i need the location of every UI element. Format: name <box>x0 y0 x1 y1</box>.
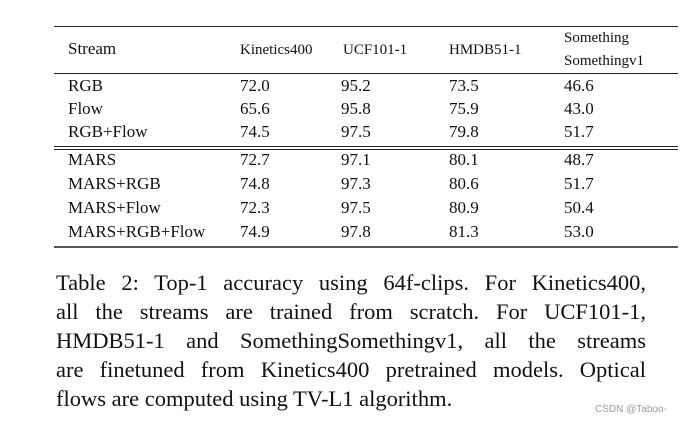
header-kinetics: Kinetics400 <box>240 42 313 58</box>
cell-kinetics: 72.0 <box>240 76 270 95</box>
cell-kinetics: 72.3 <box>240 198 270 217</box>
cell-hmdb: 73.5 <box>449 76 479 95</box>
cell-stream: RGB+Flow <box>68 122 148 141</box>
cell-ucf: 97.8 <box>341 222 371 241</box>
cell-stream: MARS+Flow <box>68 198 161 217</box>
cell-kinetics: 74.5 <box>240 122 270 141</box>
cell-stream: Flow <box>68 99 103 118</box>
cell-hmdb: 75.9 <box>449 99 479 118</box>
cell-ucf: 97.5 <box>341 122 371 141</box>
header-ucf: UCF101-1 <box>343 42 408 58</box>
table-caption: Table 2: Top-1 accuracy using 64f-clips.… <box>56 268 646 413</box>
caption-line: flows are computed using TV-L1 algorithm… <box>56 386 453 411</box>
double-rule-lower <box>54 149 678 150</box>
cell-ss: 48.7 <box>564 150 594 169</box>
cell-stream: MARS+RGB <box>68 174 161 193</box>
cell-hmdb: 81.3 <box>449 222 479 241</box>
cell-ucf: 95.8 <box>341 99 371 118</box>
cell-stream: MARS <box>68 150 117 169</box>
cell-ss: 50.4 <box>564 198 594 217</box>
cell-ss: 43.0 <box>564 99 594 118</box>
watermark: CSDN @Taboo- <box>595 404 667 415</box>
caption-line: are finetuned from Kinetics400 pretraine… <box>56 357 646 382</box>
top-rule <box>54 26 678 27</box>
cell-ucf: 95.2 <box>341 76 371 95</box>
header-ss-line1: Something <box>564 30 630 46</box>
cell-ucf: 97.3 <box>341 174 371 193</box>
cell-ucf: 97.1 <box>341 150 371 169</box>
cell-kinetics: 65.6 <box>240 99 270 118</box>
cell-kinetics: 72.7 <box>240 150 270 169</box>
cell-kinetics: 74.9 <box>240 222 270 241</box>
cell-kinetics: 74.8 <box>240 174 270 193</box>
cell-stream: RGB <box>68 76 103 95</box>
cell-ss: 46.6 <box>564 76 594 95</box>
cell-ss: 51.7 <box>564 122 594 141</box>
header-rule <box>54 73 678 74</box>
double-rule-upper <box>54 146 678 147</box>
header-hmdb: HMDB51-1 <box>449 42 522 58</box>
header-ss-line2: Somethingv1 <box>564 53 645 69</box>
caption-line: Table 2: Top-1 accuracy using 64f-clips.… <box>56 270 646 295</box>
cell-stream: MARS+RGB+Flow <box>68 222 206 241</box>
caption-line: HMDB51-1 and SomethingSomethingv1, all t… <box>56 328 646 353</box>
header-stream: Stream <box>68 39 117 58</box>
cell-hmdb: 80.6 <box>449 174 479 193</box>
caption-line: all the streams are trained from scratch… <box>56 299 646 324</box>
cell-hmdb: 80.9 <box>449 198 479 217</box>
cell-hmdb: 79.8 <box>449 122 479 141</box>
cell-ss: 53.0 <box>564 222 594 241</box>
cell-ss: 51.7 <box>564 174 594 193</box>
cell-hmdb: 80.1 <box>449 150 479 169</box>
bottom-rule <box>54 246 678 248</box>
cell-ucf: 97.5 <box>341 198 371 217</box>
